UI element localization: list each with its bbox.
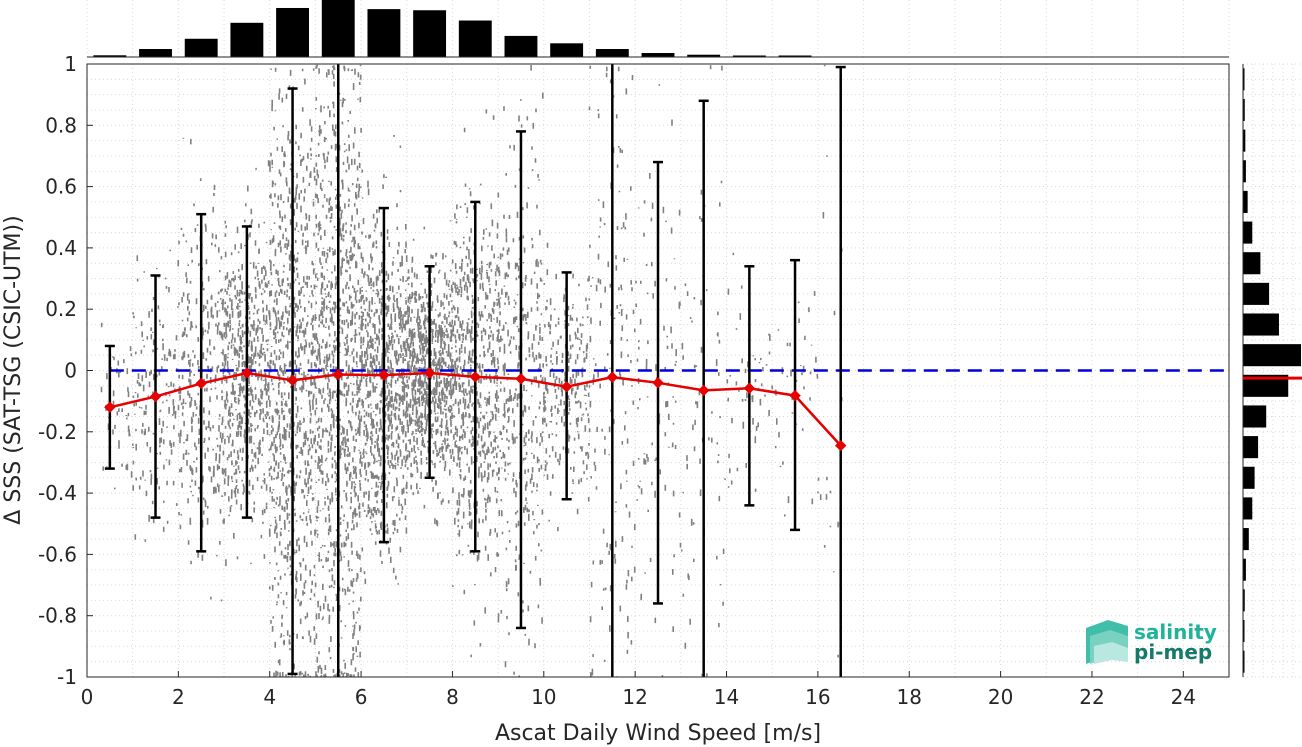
x-tick-label: 16 <box>805 685 830 709</box>
x-tick-label: 2 <box>172 685 185 709</box>
right-histogram-bar <box>1243 528 1249 551</box>
top-histogram-bar <box>367 9 401 58</box>
x-tick-label: 18 <box>897 685 922 709</box>
top-histogram-bar <box>413 10 447 57</box>
top-histogram-bar <box>321 0 355 57</box>
x-tick-label: 12 <box>622 685 647 709</box>
y-tick-label: -0.2 <box>38 420 77 444</box>
mean-point <box>469 371 481 383</box>
x-tick-label: 0 <box>81 685 94 709</box>
right-histogram-bar <box>1243 436 1259 459</box>
y-axis-title: Δ SSS (SAT-TSG (CSIC-UTM)) <box>1 215 26 524</box>
right-histogram-bar <box>1243 129 1246 152</box>
right-histogram-bar <box>1243 160 1246 183</box>
right-histogram-background <box>1243 64 1302 677</box>
right-histogram-bar <box>1243 190 1248 213</box>
top-histogram-grid <box>86 0 1230 57</box>
x-tick-label: 14 <box>714 685 739 709</box>
x-tick-label: 6 <box>355 685 368 709</box>
right-histogram-bar <box>1243 98 1245 122</box>
y-tick-label: -1 <box>57 665 77 689</box>
right-histogram-bar <box>1243 466 1255 489</box>
mean-point <box>697 384 710 397</box>
top-histogram-bar <box>778 55 812 57</box>
y-tick-label: 0.4 <box>45 236 77 260</box>
y-tick-label: -0.4 <box>38 481 77 505</box>
right-histogram-bar <box>1243 313 1279 336</box>
x-tick-label: 10 <box>531 685 556 709</box>
top-histogram-bar <box>276 7 310 58</box>
top-histogram-bar <box>550 43 584 57</box>
mean-point <box>652 377 664 389</box>
mean-point <box>195 377 207 390</box>
right-histogram-bar <box>1243 650 1245 673</box>
y-tick-label: 0.2 <box>45 297 77 321</box>
x-tick-label: 24 <box>1171 685 1196 709</box>
right-histogram-bar <box>1243 497 1253 520</box>
top-histogram-bars <box>93 0 812 58</box>
mean-point <box>835 439 847 452</box>
mean-point <box>378 369 390 381</box>
mean-point <box>104 401 116 413</box>
y-tick-label: 1 <box>64 52 77 76</box>
right-histogram-bar <box>1243 68 1245 91</box>
x-tick-label: 4 <box>263 685 276 709</box>
main-plot-panel: 0 2 4 6 8 10 12 14 16 18 20 22 24 -1-0.8-0.6-0.4-0.2… <box>38 52 1230 709</box>
mean-point <box>789 389 801 402</box>
x-axis-ticks: 0 2 4 6 8 10 12 14 16 18 20 22 24 <box>81 671 1196 709</box>
y-tick-label: 0.8 <box>45 113 77 137</box>
mean-point <box>423 367 436 379</box>
top-histogram-bar <box>184 38 218 57</box>
binned-mean-series <box>104 367 847 452</box>
right-histogram-bar <box>1243 589 1245 612</box>
logo-wave-icon <box>1086 620 1128 664</box>
mean-point <box>149 390 162 403</box>
logo-line-2: pi-mep <box>1134 640 1212 664</box>
right-histogram-bar <box>1243 558 1246 581</box>
x-tick-label: 8 <box>446 685 459 709</box>
right-histogram-bar <box>1243 221 1253 244</box>
top-histogram-bar <box>93 55 127 57</box>
y-tick-label: -0.8 <box>38 604 77 628</box>
x-axis-title: Ascat Daily Wind Speed [m/s] <box>495 721 821 746</box>
right-histogram-bar <box>1243 282 1270 305</box>
right-histogram-bars <box>1243 68 1301 673</box>
top-histogram-bar <box>732 55 766 57</box>
top-histogram-bar <box>595 49 629 57</box>
mean-point <box>743 382 756 394</box>
top-histogram-bar <box>687 54 721 57</box>
right-histogram-bar <box>1243 374 1289 397</box>
salinity-pi-mep-logo: salinity pi-mep <box>1086 620 1217 664</box>
y-tick-label: 0.6 <box>45 175 77 199</box>
top-histogram-bar <box>641 53 675 57</box>
top-histogram-panel <box>86 0 1230 58</box>
right-histogram-bar <box>1243 405 1267 428</box>
top-histogram-bar <box>504 35 538 57</box>
y-axis-ticks: -1 -0.8 -0.6 -0.4 -0.2 0 0.2 0.4 0.6 0.8 1 <box>38 52 93 689</box>
y-tick-label: 0 <box>64 359 77 383</box>
logo-line-1: salinity <box>1134 620 1217 644</box>
mean-point <box>560 381 573 393</box>
right-histogram-bar <box>1243 619 1245 643</box>
mean-point <box>606 371 619 383</box>
mean-point <box>332 368 344 381</box>
x-tick-label: 20 <box>988 685 1013 709</box>
right-histogram-bar <box>1243 252 1261 275</box>
mean-point <box>286 374 299 387</box>
top-histogram-bar <box>139 49 172 57</box>
mean-point <box>241 367 253 379</box>
mean-point <box>515 373 527 385</box>
y-tick-label: -0.6 <box>38 542 77 566</box>
top-histogram-bar <box>458 20 492 57</box>
right-histogram-panel <box>1242 63 1302 678</box>
top-histogram-bar <box>230 22 264 57</box>
x-tick-label: 22 <box>1079 685 1104 709</box>
right-histogram-bar <box>1243 344 1301 367</box>
